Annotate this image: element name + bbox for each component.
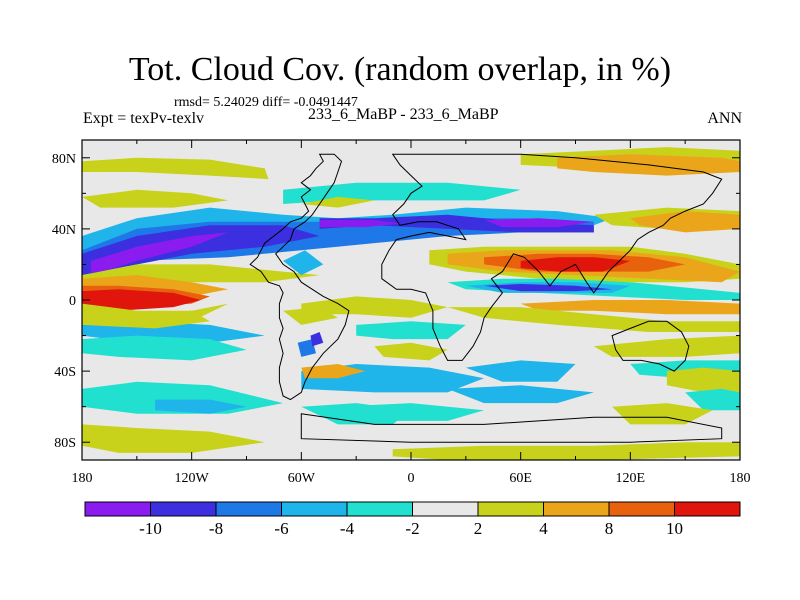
anomaly-contour-45 xyxy=(447,385,594,404)
x-tick-label-0: 180 xyxy=(72,471,93,486)
colorbar-swatch-9 xyxy=(674,501,741,517)
continent-outlines xyxy=(249,153,723,443)
experiment-label: Expt = texPv-texlv xyxy=(83,110,205,127)
anomaly-contour-18 xyxy=(155,399,247,414)
anomaly-contour-25 xyxy=(465,360,576,382)
x-tick-label-2: 60W xyxy=(288,471,316,486)
continent-outline-0 xyxy=(249,153,350,401)
anomaly-contour-54 xyxy=(82,189,229,208)
anomaly-contour-20 xyxy=(301,296,448,318)
anomaly-contour-40 xyxy=(593,335,740,357)
continent-outline-3 xyxy=(300,413,723,443)
colorbar-swatch-2 xyxy=(215,501,282,517)
colorbar-swatch-3 xyxy=(281,501,348,517)
anomaly-contour-22 xyxy=(82,303,210,329)
colorbar: -10 -8 -6 -4 -2 2 4 8 10 xyxy=(84,501,741,538)
y-tick-label-0: 80N xyxy=(52,152,76,167)
anomaly-contour-16 xyxy=(82,335,247,361)
colorbar-label-3: -4 xyxy=(340,519,355,538)
colorbar-label-4: -2 xyxy=(405,519,419,538)
anomaly-contour-8 xyxy=(319,220,402,228)
y-tick-label-4: 80S xyxy=(54,436,76,451)
colorbar-swatch-4 xyxy=(346,501,413,517)
continent-outline-2 xyxy=(611,320,690,372)
anomaly-contour-53 xyxy=(301,403,411,425)
y-tick-label-2: 0 xyxy=(69,294,76,309)
anomaly-contour-19 xyxy=(82,424,265,453)
stats-text: rmsd= 5.24029 diff= -0.0491447 xyxy=(174,95,358,110)
x-tick-label-5: 120E xyxy=(616,471,646,486)
x-tick-label-4: 60E xyxy=(509,471,532,486)
continent-outline-1 xyxy=(381,153,723,361)
y-axis: 80N 40N 0 40S 80S xyxy=(52,152,740,451)
y-tick-label-3: 40S xyxy=(54,365,76,380)
anomaly-contour-49 xyxy=(374,342,448,361)
anomaly-contour-48 xyxy=(301,364,366,379)
colorbar-swatch-1 xyxy=(150,501,217,517)
colorbar-label-0: -10 xyxy=(139,519,162,538)
anomaly-contour-50 xyxy=(283,250,324,276)
anomaly-contour-39 xyxy=(447,307,740,332)
colorbar-label-5: 2 xyxy=(474,519,483,538)
anomaly-contour-51 xyxy=(297,339,316,357)
anomaly-contour-43 xyxy=(685,388,740,411)
anomaly-contour-13 xyxy=(82,289,201,311)
colorbar-label-8: 10 xyxy=(666,519,683,538)
anomaly-contour-52 xyxy=(310,332,324,347)
anomaly-contour-9 xyxy=(484,218,594,228)
anomaly-contour-6 xyxy=(319,214,594,233)
anomaly-contour-46 xyxy=(301,196,375,208)
anomaly-contour-37 xyxy=(484,284,613,292)
chart-title: Tot. Cloud Cov. (random overlap, in %) xyxy=(128,51,672,88)
colorbar-swatch-0 xyxy=(84,501,151,517)
colorbar-label-7: 8 xyxy=(605,519,614,538)
anomaly-field xyxy=(82,147,740,460)
anomaly-contour-44 xyxy=(612,403,713,425)
season-label: ANN xyxy=(707,110,742,127)
anomaly-contour-38 xyxy=(520,300,740,315)
colorbar-label-2: -6 xyxy=(274,519,288,538)
anomaly-contour-47 xyxy=(283,307,338,325)
y-tick-label-1: 40N xyxy=(52,223,76,238)
anomaly-contour-21 xyxy=(356,321,466,340)
colorbar-swatch-5 xyxy=(412,501,479,517)
x-tick-label-6: 180 xyxy=(730,471,751,486)
colorbar-swatch-7 xyxy=(543,501,610,517)
anomaly-contour-7 xyxy=(91,232,229,276)
colorbar-swatch-6 xyxy=(477,501,544,517)
colorbar-swatch-8 xyxy=(608,501,675,517)
x-axis: 180 120W 60W 0 60E 120E 180 xyxy=(72,140,751,486)
anomaly-contour-5 xyxy=(82,225,320,276)
colorbar-label-1: -8 xyxy=(209,519,223,538)
colorbar-label-6: 4 xyxy=(539,519,548,538)
anomaly-contour-0 xyxy=(82,157,269,180)
anomaly-contour-42 xyxy=(666,367,740,393)
case-label: 233_6_MaBP - 233_6_MaBP xyxy=(308,106,499,123)
anomaly-contour-26 xyxy=(392,442,740,460)
x-tick-label-1: 120W xyxy=(175,471,210,486)
anomaly-contour-30 xyxy=(630,211,740,233)
x-tick-label-3: 0 xyxy=(408,471,415,486)
